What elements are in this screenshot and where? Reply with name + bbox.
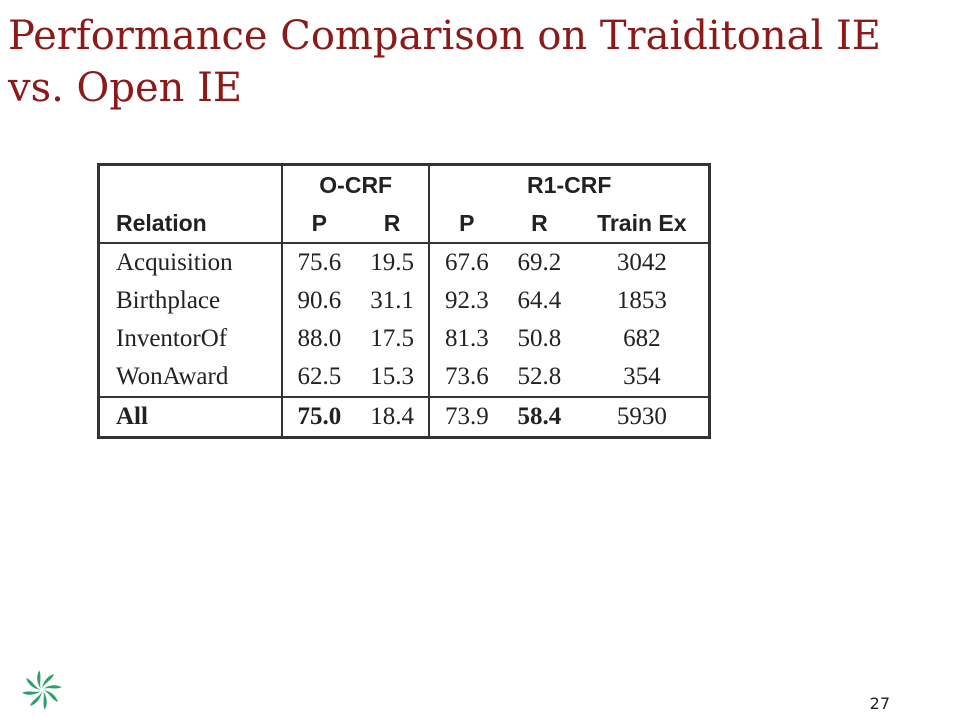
green-pinwheel-logo-icon (22, 670, 62, 710)
r1-crf-p-cell: 73.6 (428, 358, 504, 397)
group-header-r1-crf: R1-CRF (428, 164, 710, 204)
relation-cell-all: All (98, 396, 282, 438)
total-row: All 75.0 18.4 73.9 58.4 5930 (98, 396, 710, 438)
slide-title: Performance Comparison on Traiditonal IE… (8, 13, 881, 111)
o-crf-p-cell: 62.5 (280, 358, 356, 397)
empty-header-cell (99, 165, 282, 205)
o-crf-r-cell-all: 18.4 (355, 396, 430, 438)
page-number: 27 (869, 694, 890, 713)
r1-crf-r-cell: 64.4 (517, 287, 562, 314)
train-ex-cell: 682 (623, 325, 661, 352)
o-crf-r-cell: 19.5 (355, 242, 430, 282)
train-ex-cell: 3042 (575, 242, 710, 282)
o-crf-r-cell: 31.1 (370, 287, 414, 314)
r1-crf-r-cell: 69.2 (503, 242, 576, 282)
column-header-r-p: P (428, 204, 504, 243)
table-row: WonAward 62.5 15.3 73.6 52.8 354 (99, 358, 710, 397)
column-header-o-r: R (383, 210, 401, 236)
o-crf-p-cell: 88.0 (280, 320, 356, 358)
r1-crf-p-cell-all: 73.9 (428, 396, 504, 438)
column-header-r-r: R (531, 210, 548, 236)
table-row: Acquisition 75.6 19.5 67.6 69.2 3042 (98, 242, 710, 282)
table-row: Birthplace 90.6 31.1 92.3 64.4 1853 (99, 282, 710, 320)
relation-cell: WonAward (116, 363, 229, 390)
column-header-relation: Relation (116, 210, 207, 236)
relation-cell: Acquisition (98, 242, 282, 282)
r1-crf-r-cell-all: 58.4 (503, 396, 576, 438)
relation-cell: Birthplace (116, 287, 221, 314)
table-row: InventorOf 88.0 17.5 81.3 50.8 682 (99, 320, 710, 358)
o-crf-r-cell: 17.5 (370, 325, 414, 352)
r1-crf-p-cell: 92.3 (428, 282, 504, 320)
o-crf-r-cell: 15.3 (370, 363, 414, 390)
column-header-train-ex: Train Ex (597, 210, 687, 236)
relation-cell: InventorOf (116, 325, 228, 352)
train-ex-cell-all: 5930 (575, 396, 710, 438)
column-header-row: Relation P R P R Train Ex (99, 204, 710, 243)
r1-crf-r-cell: 50.8 (517, 325, 562, 352)
r1-crf-p-cell: 67.6 (428, 242, 504, 282)
column-header-o-p: P (280, 204, 356, 243)
group-header-row: O-CRF R1-CRF (99, 164, 710, 205)
train-ex-cell: 1853 (616, 287, 667, 314)
o-crf-p-cell: 90.6 (280, 282, 356, 320)
results-table: O-CRF R1-CRF Relation P R P R Train Ex A… (97, 163, 711, 439)
o-crf-p-cell-all: 75.0 (280, 396, 356, 438)
o-crf-p-cell: 75.6 (280, 242, 356, 282)
train-ex-cell: 354 (623, 363, 661, 390)
group-header-o-crf: O-CRF (280, 164, 430, 204)
r1-crf-p-cell: 81.3 (428, 320, 504, 358)
results-table-container: O-CRF R1-CRF Relation P R P R Train Ex A… (97, 163, 711, 439)
r1-crf-r-cell: 52.8 (517, 363, 562, 390)
